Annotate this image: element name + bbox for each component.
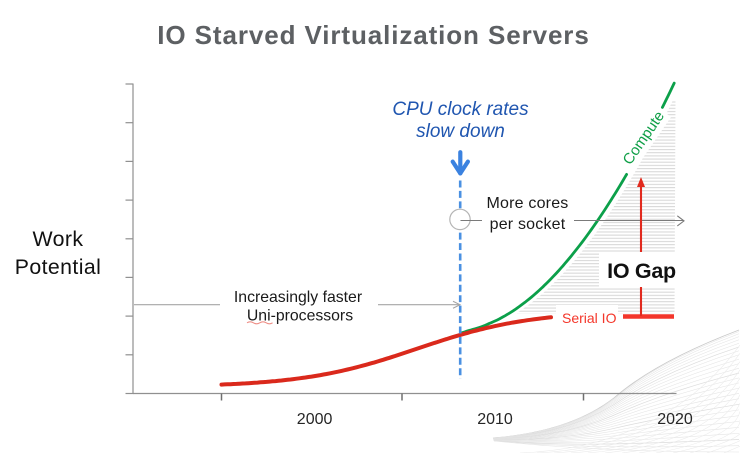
- svg-text:Potential: Potential: [15, 255, 101, 279]
- svg-text:IO Gap: IO Gap: [607, 259, 676, 283]
- svg-text:CPU clock rates: CPU clock rates: [392, 99, 529, 120]
- svg-text:Work: Work: [33, 227, 84, 251]
- svg-text:Serial IO: Serial IO: [562, 310, 617, 326]
- svg-text:per socket: per socket: [490, 216, 566, 233]
- svg-text:2000: 2000: [297, 411, 333, 428]
- svg-text:IO Starved Virtualization Serv: IO Starved Virtualization Servers: [157, 20, 589, 50]
- svg-text:Uni-processors: Uni-processors: [247, 308, 353, 325]
- svg-text:slow down: slow down: [416, 121, 505, 142]
- svg-text:2010: 2010: [477, 411, 513, 428]
- svg-text:More cores: More cores: [486, 195, 568, 212]
- svg-text:2020: 2020: [657, 411, 693, 428]
- svg-text:Increasingly faster: Increasingly faster: [234, 289, 362, 306]
